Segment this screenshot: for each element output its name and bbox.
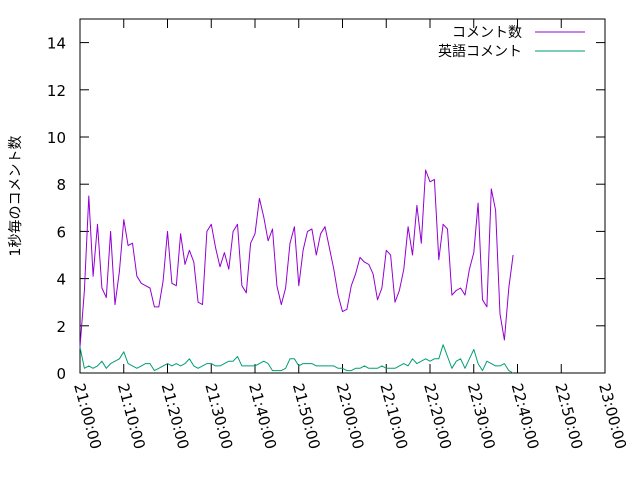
series-line-1 xyxy=(79,169,514,348)
y-tick-label: 14 xyxy=(47,35,66,53)
x-tick-label: 22:40:00 xyxy=(508,381,543,451)
legend-label-1: コメント数 xyxy=(452,25,522,41)
x-tick-label: 22:20:00 xyxy=(420,381,455,451)
x-tick-label: 21:30:00 xyxy=(201,381,236,451)
y-axis-title: 1秒毎のコメント数 xyxy=(8,136,24,257)
x-axis: 21:00:00 21:10:00 21:20:00 21:30:00 21:40:00… xyxy=(70,19,630,451)
x-tick-label: 21:20:00 xyxy=(158,381,193,451)
y-tick-label: 0 xyxy=(56,365,66,383)
x-tick-label: 21:50:00 xyxy=(289,381,324,451)
series-line-2 xyxy=(79,344,514,374)
series-layer xyxy=(79,169,514,374)
y-tick-label: 2 xyxy=(56,318,66,336)
x-tick-label: 22:00:00 xyxy=(333,381,368,451)
legend-label-2: 英語コメント xyxy=(438,43,522,60)
x-tick-label: 22:10:00 xyxy=(376,381,411,451)
x-tick-label: 21:40:00 xyxy=(245,381,280,451)
y-tick-label: 10 xyxy=(47,129,66,147)
x-tick-label: 22:30:00 xyxy=(464,381,499,451)
y-tick-label: 4 xyxy=(56,271,66,289)
y-axis: 0 2 4 6 8 10 12 14 xyxy=(47,35,605,383)
x-tick-label: 21:00:00 xyxy=(70,381,105,451)
x-tick-label: 23:00:00 xyxy=(595,381,630,451)
x-tick-label: 21:10:00 xyxy=(114,381,149,451)
y-tick-label: 12 xyxy=(47,82,66,100)
y-tick-label: 8 xyxy=(56,176,66,194)
x-tick-label: 22:50:00 xyxy=(551,381,586,451)
plot-frame xyxy=(79,18,606,374)
y-tick-label: 6 xyxy=(56,223,66,241)
